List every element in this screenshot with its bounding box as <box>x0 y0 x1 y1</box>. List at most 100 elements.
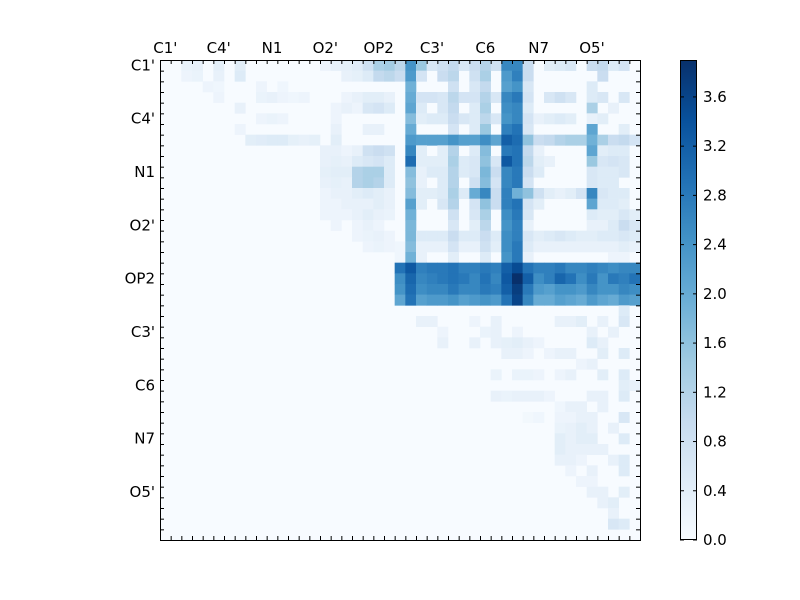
heatmap-cell <box>533 273 545 285</box>
heatmap-cell <box>437 70 449 82</box>
heatmap-cell <box>608 188 619 199</box>
heatmap-cell <box>586 444 598 455</box>
heatmap-cell <box>586 284 598 295</box>
heatmap-cell <box>480 156 491 167</box>
heatmap-cell <box>512 92 523 103</box>
heatmap-cell <box>341 177 353 189</box>
heatmap-cell <box>405 209 417 221</box>
heatmap-cell <box>352 230 363 242</box>
heatmap-cell <box>512 209 523 221</box>
heatmap-cell <box>576 230 587 242</box>
heatmap-cell <box>416 230 427 242</box>
heatmap-cell <box>586 188 598 199</box>
heatmap-cell <box>490 369 502 381</box>
heatmap-cell <box>533 412 545 423</box>
heatmap-cell <box>352 166 363 178</box>
heatmap-cell <box>608 166 619 178</box>
heatmap-cell <box>469 188 481 199</box>
heatmap-cell <box>394 273 406 285</box>
heatmap-cell <box>618 284 630 295</box>
heatmap-cell <box>576 401 587 413</box>
heatmap-cell <box>373 70 385 82</box>
heatmap-cell <box>597 198 609 210</box>
heatmap-cell <box>522 124 534 135</box>
heatmap-cell <box>341 92 353 103</box>
heatmap-cell <box>522 390 534 402</box>
heatmap-cell <box>426 241 438 253</box>
heatmap-cell <box>512 113 523 125</box>
heatmap-cell <box>544 348 555 359</box>
heatmap-cell <box>405 198 417 210</box>
heatmap-cell <box>608 508 619 519</box>
heatmap-cell <box>544 113 555 125</box>
heatmap-cell <box>330 166 342 178</box>
heatmap-cell <box>629 273 641 285</box>
heatmap-cell <box>608 252 619 263</box>
heatmap-cell <box>458 273 470 285</box>
heatmap-cell <box>352 70 363 82</box>
heatmap-cell <box>554 273 566 285</box>
heatmap-cell <box>394 70 406 82</box>
heatmap-cell <box>352 92 363 103</box>
heatmap-cell <box>597 262 609 274</box>
heatmap-cell <box>480 177 491 189</box>
heatmap-cell <box>490 337 502 349</box>
heatmap-cell <box>554 422 566 434</box>
heatmap-cell <box>618 60 630 71</box>
heatmap-cell <box>181 70 193 82</box>
heatmap-cell <box>416 316 427 327</box>
heatmap-cell <box>480 326 491 338</box>
heatmap-cell <box>586 92 598 103</box>
heatmap-cell <box>576 294 587 306</box>
heatmap-cell <box>394 284 406 295</box>
heatmap-cell <box>576 412 587 423</box>
heatmap-cell <box>288 92 299 103</box>
heatmap-cell <box>362 92 374 103</box>
heatmap-cell <box>448 262 459 274</box>
heatmap-cell <box>458 92 470 103</box>
heatmap-cell <box>373 156 385 167</box>
heatmap-cell <box>618 380 630 391</box>
heatmap-cell <box>490 60 502 71</box>
colorbar-tick-label: 2.4 <box>703 236 727 254</box>
heatmap-cell <box>384 188 395 199</box>
heatmap-cell <box>394 294 406 306</box>
heatmap-cell <box>586 230 598 242</box>
heatmap-cell <box>405 241 417 253</box>
x-axis-tick-labels: C1' C4' N1 O2' OP2 C3' C6 N7 O5' <box>153 39 604 57</box>
heatmap-cell <box>426 113 438 125</box>
heatmap-cell <box>533 284 545 295</box>
y-tick-label: N1 <box>134 163 155 181</box>
heatmap-cell <box>512 166 523 178</box>
heatmap-cell <box>341 209 353 221</box>
heatmap-cell <box>522 102 534 114</box>
heatmap-cell <box>256 81 267 93</box>
heatmap-cell <box>586 486 598 498</box>
heatmap-cell <box>501 102 513 114</box>
heatmap-cell <box>522 220 534 231</box>
heatmap-cell <box>362 209 374 221</box>
x-tick-label: C6 <box>475 39 495 57</box>
heatmap-cell <box>597 390 609 402</box>
heatmap-cell <box>469 316 481 327</box>
colorbar <box>680 60 697 540</box>
heatmap-cell <box>512 390 523 402</box>
heatmap-cell <box>448 156 459 167</box>
heatmap-cell <box>405 134 417 146</box>
heatmap-cell <box>384 230 395 242</box>
y-tick-label: OP2 <box>125 270 155 288</box>
heatmap-cell <box>448 134 459 146</box>
heatmap-cell <box>469 230 481 242</box>
x-tick-label: N1 <box>262 39 283 57</box>
heatmap-cell <box>213 70 225 82</box>
heatmap-cell <box>544 188 555 199</box>
heatmap-cell <box>608 177 619 189</box>
heatmap-cell <box>618 124 630 135</box>
heatmap-cell <box>373 60 385 71</box>
heatmap-cell <box>330 145 342 157</box>
heatmap-cell <box>597 156 609 167</box>
heatmap-cell <box>352 145 363 157</box>
heatmap-cell <box>512 326 523 338</box>
heatmap-cell <box>373 145 385 157</box>
heatmap-cell <box>629 134 641 146</box>
